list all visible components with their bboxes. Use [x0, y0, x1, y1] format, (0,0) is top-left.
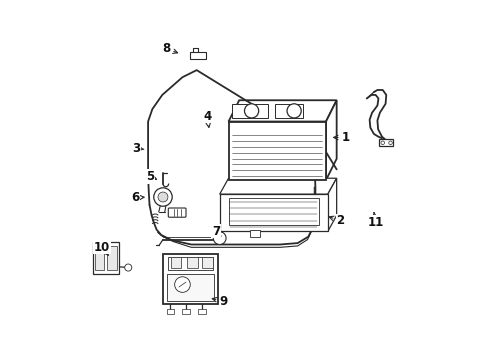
Circle shape: [174, 277, 190, 292]
Text: 10: 10: [94, 241, 110, 255]
Text: 5: 5: [146, 170, 156, 183]
FancyBboxPatch shape: [187, 257, 197, 268]
Polygon shape: [327, 178, 336, 231]
FancyBboxPatch shape: [219, 194, 327, 231]
Circle shape: [213, 232, 225, 244]
Text: 7: 7: [212, 225, 221, 238]
Circle shape: [124, 264, 132, 271]
FancyBboxPatch shape: [198, 309, 205, 314]
Circle shape: [158, 192, 167, 202]
FancyBboxPatch shape: [189, 53, 205, 59]
FancyBboxPatch shape: [94, 246, 104, 270]
Polygon shape: [219, 178, 336, 194]
Text: 8: 8: [162, 42, 177, 55]
FancyBboxPatch shape: [378, 139, 392, 146]
FancyBboxPatch shape: [163, 255, 218, 304]
FancyBboxPatch shape: [249, 230, 260, 237]
FancyBboxPatch shape: [166, 274, 214, 301]
Circle shape: [244, 104, 258, 118]
FancyBboxPatch shape: [107, 246, 117, 270]
FancyBboxPatch shape: [168, 208, 185, 217]
Text: 3: 3: [132, 141, 143, 154]
FancyBboxPatch shape: [274, 104, 303, 118]
Circle shape: [153, 188, 172, 206]
FancyBboxPatch shape: [93, 242, 119, 274]
Text: 4: 4: [203, 110, 211, 127]
Circle shape: [380, 141, 384, 145]
Text: 6: 6: [131, 191, 144, 204]
FancyBboxPatch shape: [168, 257, 212, 270]
Polygon shape: [325, 100, 336, 180]
Circle shape: [286, 104, 301, 118]
FancyBboxPatch shape: [166, 309, 173, 314]
Text: 2: 2: [328, 214, 344, 227]
Text: 1: 1: [333, 131, 349, 144]
Text: 9: 9: [212, 295, 227, 308]
Polygon shape: [228, 100, 336, 122]
FancyBboxPatch shape: [182, 309, 189, 314]
FancyBboxPatch shape: [232, 104, 267, 118]
FancyBboxPatch shape: [170, 257, 181, 268]
FancyBboxPatch shape: [228, 122, 325, 180]
Text: 11: 11: [367, 212, 383, 229]
FancyBboxPatch shape: [202, 257, 212, 268]
Circle shape: [388, 141, 391, 145]
